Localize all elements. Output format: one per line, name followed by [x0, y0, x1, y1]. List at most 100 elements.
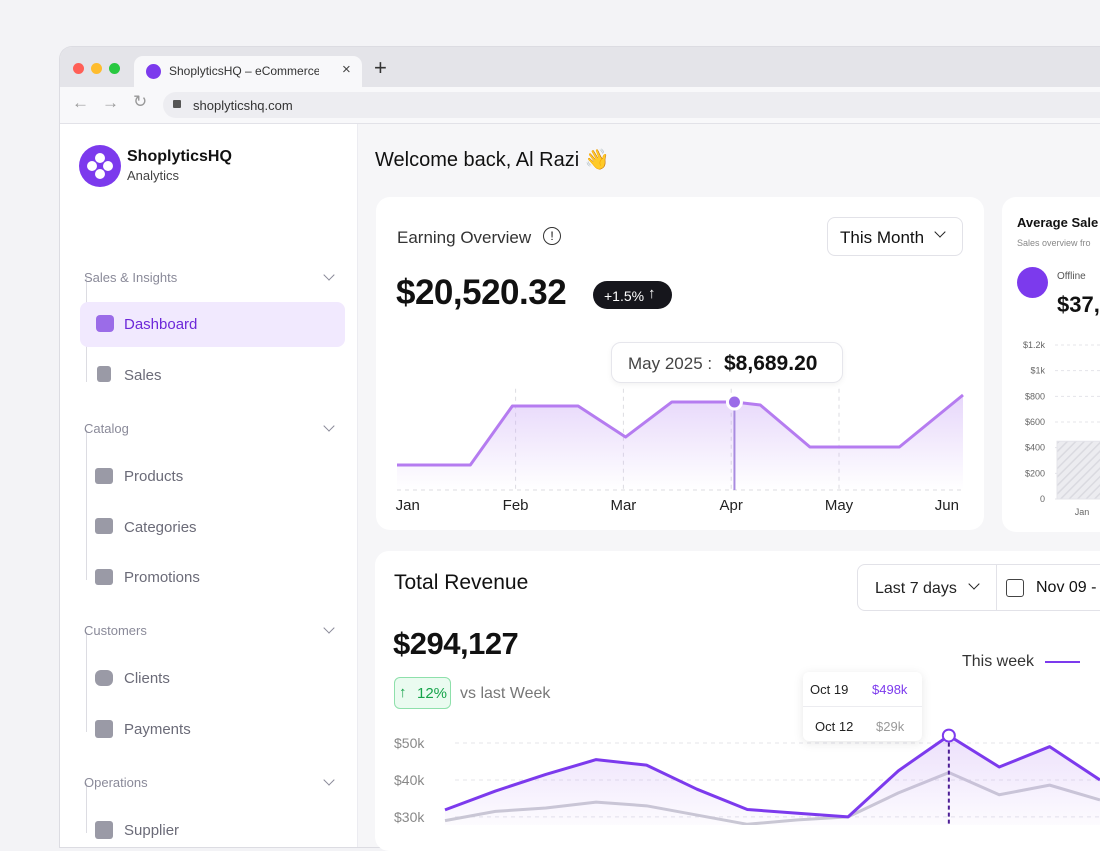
new-tab[interactable]: +	[374, 55, 387, 80]
icon	[95, 468, 113, 484]
brand-name: ShoplyticsHQ	[127, 148, 232, 165]
tooltip-label: Oct 12	[815, 719, 854, 734]
earning-chart: Jan Feb Mar Apr May Jun	[396, 388, 964, 514]
date-picker[interactable]: Nov 09 -	[995, 564, 1100, 611]
section-title[interactable]: Operations	[84, 775, 148, 790]
nav-item[interactable]: Dashboard	[124, 316, 198, 333]
greeting: Welcome back, Al Razi 👋	[375, 149, 610, 171]
chevron	[968, 578, 980, 590]
period: This Month	[840, 228, 925, 247]
omnibox[interactable]: shoplyticshq.com	[163, 92, 1100, 118]
highlight-point	[725, 393, 743, 411]
area	[397, 394, 963, 490]
up-arrow: ↑	[648, 285, 656, 302]
tooltip-label: Oct 19	[810, 682, 849, 697]
legend-label: This week	[962, 653, 1035, 670]
reload[interactable]: ↻	[133, 92, 148, 111]
section-title[interactable]: Sales & Insights	[84, 270, 178, 285]
y-tick-label: 0	[1040, 494, 1045, 504]
sidebar: ShoplyticsHQ Analytics Sales & Insights …	[60, 124, 358, 847]
icon	[95, 518, 113, 534]
channel-icon	[1017, 267, 1048, 298]
section-title[interactable]: Catalog	[84, 421, 129, 436]
lock-icon	[173, 100, 181, 108]
tooltip-value: $498k	[872, 682, 908, 697]
maximize-dot[interactable]	[109, 63, 120, 74]
tab-bar: ShoplyticsHQ – eCommerce Ana × +	[60, 47, 1100, 87]
icon	[96, 315, 114, 332]
tooltip-value: $29k	[876, 719, 905, 734]
revenue-chart: $30k $40k $50k	[394, 728, 1100, 825]
url: shoplyticshq.com	[193, 98, 293, 113]
chevron[interactable]	[323, 269, 335, 281]
tooltip: Oct 19 $498k Oct 12 $29k	[803, 672, 922, 741]
comparison: vs last Week	[460, 685, 551, 702]
highlight-point	[941, 728, 956, 743]
tab-close[interactable]: ×	[342, 61, 351, 78]
amount: $20,520.32	[396, 273, 567, 312]
chevron[interactable]	[323, 622, 335, 634]
nav-item[interactable]: Categories	[124, 519, 197, 536]
line	[444, 734, 1100, 819]
amount: $294,127	[393, 626, 519, 661]
nav-item[interactable]: Clients	[124, 670, 170, 687]
tab-title: ShoplyticsHQ – eCommerce Ana	[169, 64, 319, 78]
y-tick-label: $30k	[394, 809, 425, 825]
y-tick-label: $200	[1025, 468, 1045, 478]
tab-icon	[146, 64, 161, 79]
tooltip: May 2025 : $8,689.20	[611, 342, 843, 383]
tab[interactable]: ShoplyticsHQ – eCommerce Ana ×	[134, 56, 362, 87]
x-tick-label: Mar	[610, 497, 636, 514]
calendar-icon	[1006, 579, 1024, 597]
x-tick-label: Jan	[396, 497, 420, 514]
period-dropdown[interactable]: This Month	[827, 217, 963, 256]
x-tick-label: Apr	[720, 497, 743, 514]
date: Nov 09 -	[1036, 579, 1097, 596]
y-tick-label: $1.2k	[1023, 340, 1046, 350]
legend-swatch	[1045, 661, 1080, 663]
forward[interactable]: →	[102, 93, 119, 112]
page: {"browser": {"tab_title": "ShoplyticsHQ …	[60, 47, 1100, 851]
tooltip-value: $8,689.20	[724, 352, 818, 375]
change: +1.5%	[604, 288, 645, 304]
address-bar: ← → ↻ shoplyticshq.com	[60, 87, 1100, 124]
change-badge: ↑ 12%	[394, 677, 451, 709]
nav-item[interactable]: Promotions	[124, 569, 200, 586]
icon	[95, 670, 113, 686]
x-tick-label: Jan	[1075, 507, 1090, 517]
card-subtitle: Sales overview fro	[1017, 238, 1091, 248]
close-dot[interactable]	[73, 63, 84, 74]
icon	[95, 720, 113, 738]
back[interactable]: ←	[72, 93, 89, 112]
x-tick-label: May	[825, 497, 854, 514]
y-tick-label: $400	[1025, 443, 1045, 453]
card-title: Earning Overview	[397, 228, 532, 247]
card-title: Average Sale	[1017, 215, 1099, 230]
channel: Offline	[1057, 271, 1086, 282]
nav-item[interactable]: Sales	[124, 367, 162, 384]
minimize-dot[interactable]	[91, 63, 102, 74]
icon	[95, 569, 113, 585]
change-badge: +1.5% ↑	[593, 281, 672, 309]
x-tick-label: Feb	[503, 497, 529, 514]
bar	[1056, 440, 1100, 500]
range-dropdown[interactable]: Last 7 days	[857, 564, 997, 611]
area	[445, 735, 1100, 825]
chevron	[934, 226, 946, 238]
section-title[interactable]: Customers	[84, 623, 147, 638]
amount: $37,	[1057, 292, 1100, 317]
y-tick-label: $600	[1025, 417, 1045, 427]
change: 12%	[417, 685, 448, 702]
info-icon[interactable]: !	[543, 227, 561, 245]
active-item-bg[interactable]	[80, 302, 345, 347]
chevron[interactable]	[323, 420, 335, 432]
tooltip-label: May 2025 :	[628, 354, 713, 373]
nav-item[interactable]: Products	[124, 468, 184, 485]
nav-item[interactable]: Payments	[124, 721, 191, 738]
range: Last 7 days	[875, 580, 957, 597]
x-tick-label: Jun	[935, 497, 959, 514]
y-tick-label: $1k	[1030, 366, 1045, 376]
average-sales-chart: 0 $200 $400 $600 $800 $1k $1.2k Jan	[1023, 340, 1100, 517]
chevron[interactable]	[323, 774, 335, 786]
y-tick-label: $40k	[394, 772, 425, 788]
